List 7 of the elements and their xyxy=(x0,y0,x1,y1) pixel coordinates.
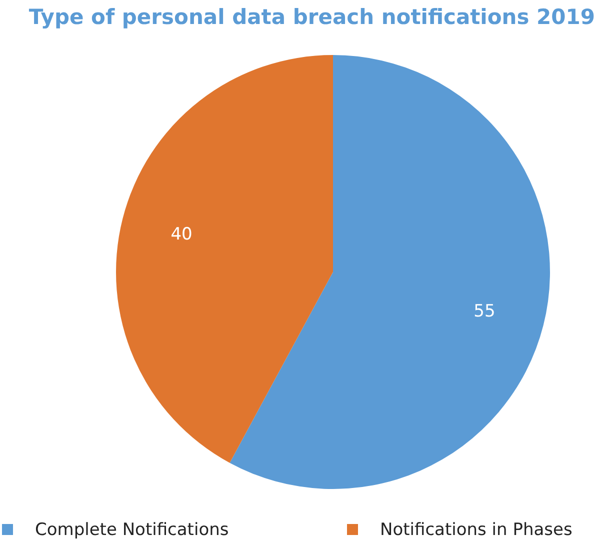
data-label: 40 xyxy=(170,224,192,245)
legend-label: Notifications in Phases xyxy=(380,520,572,540)
pie-slice xyxy=(230,55,550,489)
data-label: 55 xyxy=(474,301,496,322)
chart-title: Type of personal data breach notifications 2019 xyxy=(28,5,595,29)
pie-slice xyxy=(116,55,333,463)
legend-label: Complete Notifications xyxy=(35,520,229,540)
